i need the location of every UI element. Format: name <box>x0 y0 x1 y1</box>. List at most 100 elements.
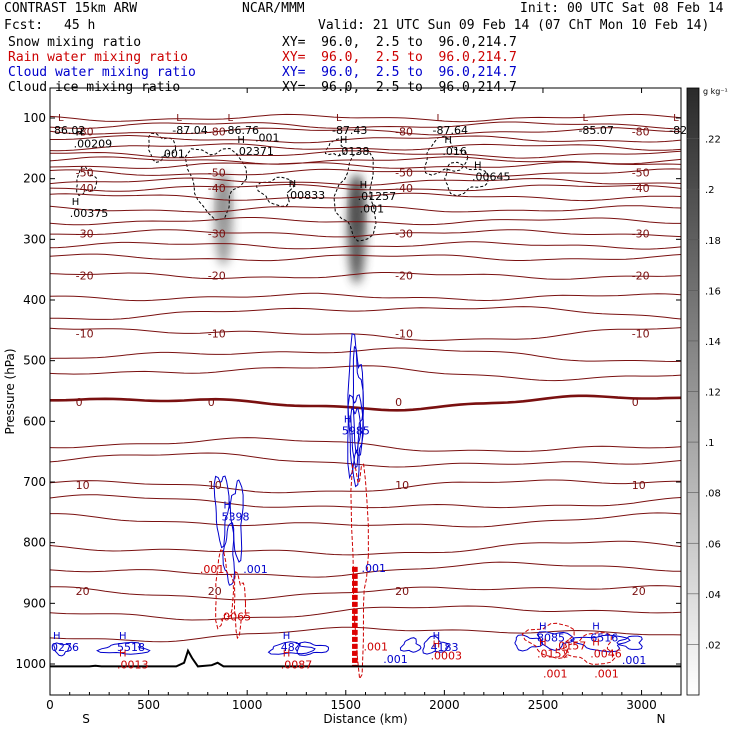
temperature-contour <box>50 229 681 238</box>
field-rain-xy: XY= 96.0, 2.5 to 96.0,214.7 <box>282 50 517 65</box>
plot-frame <box>49 87 682 696</box>
agency-label: NCAR/MMM <box>242 1 305 16</box>
minimum-marker: L <box>582 113 588 124</box>
colorbar-unit: g kg⁻¹ <box>703 87 728 96</box>
rain-water-contour <box>350 463 369 681</box>
contour-value-label: .001 <box>543 667 568 680</box>
x-tick-label: 2500 <box>528 698 559 712</box>
temperature-contour <box>50 605 681 621</box>
colorbar-tick-label: .06 <box>705 539 721 550</box>
contour-value-label: .0157 <box>555 639 587 652</box>
field-cloud-water: Cloud water mixing ratio <box>8 65 196 80</box>
init-time: Init: 00 UTC Sat 08 Feb 14 <box>520 1 724 16</box>
minimum-value: -87.64 <box>433 124 468 137</box>
cloud-water-contour <box>96 641 151 655</box>
y-tick-label: 300 <box>23 232 46 246</box>
temperature-label: -20 <box>76 270 94 283</box>
temperature-label: 0 <box>208 396 215 409</box>
minimum-marker: L <box>437 113 443 124</box>
x-tick-label: 2000 <box>429 698 460 712</box>
cloud-water-contour <box>616 635 643 650</box>
rain-water-contour <box>234 571 247 640</box>
temperature-label: -50 <box>76 167 94 180</box>
temperature-label: -40 <box>76 182 94 195</box>
temperature-label: 20 <box>76 585 90 598</box>
cloud-water-contour <box>222 522 236 586</box>
y-tick-label: 200 <box>23 172 46 186</box>
y-tick-label: 900 <box>23 596 46 610</box>
temperature-contour <box>50 150 681 159</box>
contour-value-label: .001 <box>360 203 385 216</box>
temperature-label: -40 <box>632 182 650 195</box>
temperature-contour <box>50 134 681 144</box>
temperature-label: -50 <box>395 167 413 180</box>
forecast-label: Fcst: <box>4 18 44 33</box>
temperature-label: 0 <box>395 396 402 409</box>
cloud-ice-contour <box>184 147 248 221</box>
maximum-value: .0152 <box>537 648 569 661</box>
colorbar-tick-label: .16 <box>705 286 721 297</box>
terrain-line <box>50 648 681 668</box>
temperature-label: -50 <box>632 167 650 180</box>
y-tick-label: 600 <box>23 414 46 428</box>
field-rain: Rain water mixing ratio <box>8 50 189 65</box>
maximum-marker: H <box>360 180 368 191</box>
contour-value-label: .001 <box>160 147 185 160</box>
snow-shading <box>214 172 366 284</box>
maximum-value: 6516 <box>590 632 618 645</box>
temperature-label: -30 <box>395 227 413 240</box>
cloud-ice-contour <box>333 149 377 242</box>
temperature-contour <box>50 306 681 320</box>
y-tick-label: 800 <box>23 536 46 550</box>
rain-water-contour <box>562 632 616 665</box>
rain-water-contours <box>215 463 616 681</box>
temperature-contour <box>50 365 681 382</box>
temperature-label: 0 <box>76 396 83 409</box>
temperature-contour <box>50 127 681 136</box>
maximum-marker: H <box>444 135 452 146</box>
maximum-marker: H <box>474 161 482 172</box>
temperature-label: -80 <box>76 125 94 138</box>
maximum-marker: H <box>344 414 352 425</box>
temperature-label: -50 <box>208 167 226 180</box>
maximum-marker: H <box>433 639 441 650</box>
temperature-label: -10 <box>208 327 226 340</box>
cloud-water-contour <box>536 631 575 651</box>
maximum-value: .00375 <box>70 207 109 220</box>
maximum-value: 487 <box>281 641 302 654</box>
maximum-marker: H <box>592 638 600 649</box>
contour-labels: -80 -80 -80 -80 -50 -50 -50 -50 -40 -40 -40 -40 -30 -… <box>51 113 687 680</box>
cloud-water-contour <box>213 475 230 549</box>
maximum-value: .0003 <box>431 649 463 662</box>
temperature-contour <box>50 561 681 578</box>
north-label: N <box>657 712 666 726</box>
colorbar-tick-label: .2 <box>705 185 715 196</box>
temperature-label: 10 <box>395 479 409 492</box>
colorbar-tick-label: .02 <box>705 640 721 651</box>
maximum-marker: H <box>340 135 348 146</box>
temperature-contour <box>50 437 681 452</box>
temperature-contour <box>50 253 681 262</box>
maximum-value: 5518 <box>117 641 145 654</box>
maximum-value: 5985 <box>342 424 370 437</box>
maximum-marker: H <box>224 500 232 511</box>
temperature-contour <box>50 241 681 250</box>
maximum-marker: H <box>289 179 297 190</box>
contour-value-label: .001 <box>243 563 268 576</box>
maximum-value: .02371 <box>235 145 274 158</box>
cloud-water-contour <box>267 641 316 655</box>
maximum-marker: H <box>539 638 547 649</box>
temperature-label: -40 <box>208 182 226 195</box>
temperature-contour <box>50 452 681 468</box>
temperature-contour <box>50 494 681 509</box>
contour-value-label: .001 <box>362 562 387 575</box>
maximum-marker: H <box>283 631 291 642</box>
temperature-label: -10 <box>632 327 650 340</box>
temperature-label: -20 <box>632 270 650 283</box>
temperature-contour <box>50 292 681 302</box>
temperature-contour <box>50 512 681 528</box>
temperature-label: -40 <box>395 182 413 195</box>
maximum-value: .00645 <box>472 171 511 184</box>
colorbar: .02 .04 .06 .08 .1 .12 .14 .16 .18 .2 .22 g kg⁻¹ <box>686 87 728 696</box>
cloud-water-contour <box>53 642 72 657</box>
